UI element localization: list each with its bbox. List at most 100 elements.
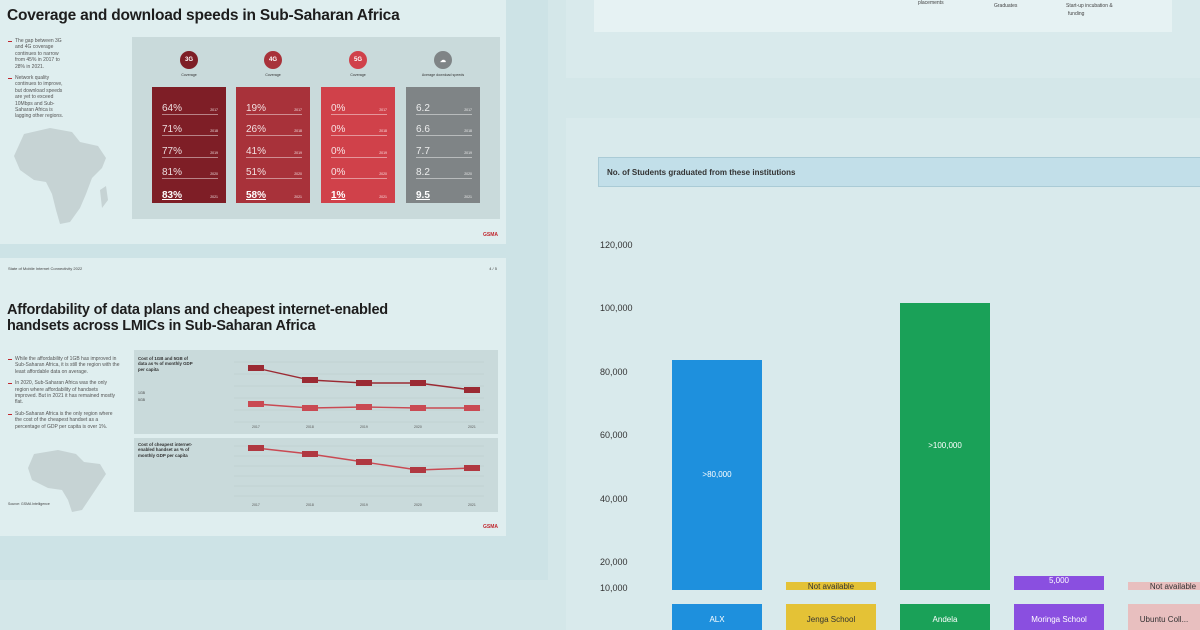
data-row: 81% 2020 <box>162 158 218 179</box>
x-tick: 2019 <box>360 425 368 429</box>
data-row: 41% 2019 <box>246 136 302 158</box>
data-point <box>302 405 318 411</box>
year: 2017 <box>379 107 387 112</box>
slide-affordability[interactable]: State of Mobile Internet Connectivity 20… <box>0 258 506 536</box>
table-strip: placements Graduates Start-up incubation… <box>594 0 1172 32</box>
x-category-label: Andela <box>900 604 990 630</box>
column-label: Coverage <box>181 73 197 77</box>
data-point <box>248 365 264 371</box>
value: 0% <box>331 102 346 114</box>
bar-alx: >80,000 <box>672 360 762 590</box>
value: 81% <box>162 167 183 178</box>
column-speed: 6.2 2017 6.6 2018 7.7 2019 8.2 2020 9.5 2021 <box>406 87 480 203</box>
column-header-3g: 3G Coverage <box>152 51 226 77</box>
data-row: 9.5 2021 <box>416 179 472 201</box>
cloud-icon: ☁ <box>434 51 452 69</box>
year: 2021 <box>294 194 302 199</box>
slides-group: Coverage and download speeds in Sub-Saha… <box>0 0 548 580</box>
year: 2018 <box>464 129 472 133</box>
data-row: 58% 2021 <box>246 179 302 201</box>
year: 2019 <box>210 150 218 155</box>
slide-coverage[interactable]: Coverage and download speeds in Sub-Saha… <box>0 0 506 244</box>
value: 83% <box>162 189 183 201</box>
table-cell: funding <box>1068 11 1085 17</box>
data-point <box>464 465 480 471</box>
data-row: 8.2 2020 <box>416 158 472 179</box>
year: 2021 <box>379 194 387 199</box>
data-label: >80,000 <box>702 470 732 479</box>
x-category-label: Ubuntu Coll... <box>1128 604 1200 630</box>
value: 51% <box>246 167 267 178</box>
y-tick: 20,000 <box>600 557 628 567</box>
data-point <box>248 401 264 407</box>
value: 7.7 <box>416 145 430 157</box>
bar-chart-card[interactable] <box>566 118 1200 630</box>
line-chart-2: 2017 2018 2019 2020 2021 <box>234 445 484 507</box>
y-tick: 100,000 <box>600 303 633 313</box>
bullet-item: Sub-Saharan Africa is the only region wh… <box>8 411 120 430</box>
data-point <box>410 405 426 411</box>
data-row: 71% 2018 <box>162 115 218 136</box>
value: 19% <box>246 102 267 114</box>
year: 2018 <box>210 129 218 133</box>
bar-ubuntu-coll-: Not available <box>1128 582 1200 591</box>
data-row: 1% 2021 <box>331 179 387 201</box>
data-point <box>356 380 372 386</box>
chart2-label: Cost of cheapest internet-enabled handse… <box>138 442 193 458</box>
bar-moringa-school: 5,000 <box>1014 575 1104 590</box>
data-point <box>356 404 372 410</box>
data-label: 5,000 <box>1048 575 1070 585</box>
data-row: 51% 2020 <box>246 158 302 179</box>
column-5g: 0% 2017 0% 2018 0% 2019 0% 2020 1% 2021 <box>321 87 395 203</box>
title-line: Affordability of data plans and cheapest… <box>7 302 388 318</box>
year: 2017 <box>210 107 218 112</box>
data-label: Not available <box>807 582 855 591</box>
year: 2019 <box>379 150 387 155</box>
table-cell: Graduates <box>994 3 1018 9</box>
bullet-item: In 2020, Sub-Saharan Africa was the only… <box>8 380 120 406</box>
year: 2019 <box>294 150 302 155</box>
chart-title-bar: No. of Students graduated from these ins… <box>598 157 1200 187</box>
x-tick: 2018 <box>306 425 314 429</box>
bar-jenga-school: Not available <box>786 582 876 591</box>
year: 2021 <box>464 194 472 199</box>
x-tick: 2019 <box>360 503 368 507</box>
y-tick: 80,000 <box>600 367 628 377</box>
data-point <box>410 380 426 386</box>
value: 0% <box>331 145 346 157</box>
year: 2017 <box>464 107 472 112</box>
badge-3g: 3G <box>180 51 198 69</box>
year: 2020 <box>294 172 302 176</box>
value: 71% <box>162 124 183 135</box>
y-tick: 60,000 <box>600 430 628 440</box>
badge-4g: 4G <box>264 51 282 69</box>
legend-1gb: 1GB <box>138 391 146 395</box>
data-row: 64% 2017 <box>162 93 218 115</box>
data-point <box>356 459 372 465</box>
column-label: Coverage <box>265 73 281 77</box>
data-row: 19% 2017 <box>246 93 302 115</box>
value: 26% <box>246 124 267 135</box>
data-point <box>464 405 480 411</box>
page-number: 4 / 5 <box>489 266 497 271</box>
value: 77% <box>162 145 183 157</box>
footnote: Source: GSMA Intelligence <box>8 502 50 506</box>
x-tick: 2021 <box>468 425 476 429</box>
bar-andela: >100,000 <box>900 302 990 590</box>
value: 9.5 <box>416 189 430 201</box>
data-row: 6.2 2017 <box>416 93 472 115</box>
column-4g: 19% 2017 26% 2018 41% 2019 51% 2020 58% 2021 <box>236 87 310 203</box>
column-3g: 64% 2017 71% 2018 77% 2019 81% 2020 83% 2021 <box>152 87 226 203</box>
value: 1% <box>331 189 346 201</box>
legend-5gb: 5GB <box>138 398 146 402</box>
data-row: 0% 2019 <box>331 136 387 158</box>
gsma-logo: GSMA <box>483 524 498 530</box>
x-category-label: Jenga School <box>786 604 876 630</box>
column-header-speed: ☁ Average download speeds <box>406 51 480 77</box>
bullet-item: Network quality continues to improve, bu… <box>8 75 66 120</box>
year: 2019 <box>464 150 472 155</box>
year: 2020 <box>379 172 387 176</box>
year: 2018 <box>294 129 302 133</box>
table-cell: Start-up incubation & <box>1066 3 1113 9</box>
year: 2021 <box>210 194 218 199</box>
